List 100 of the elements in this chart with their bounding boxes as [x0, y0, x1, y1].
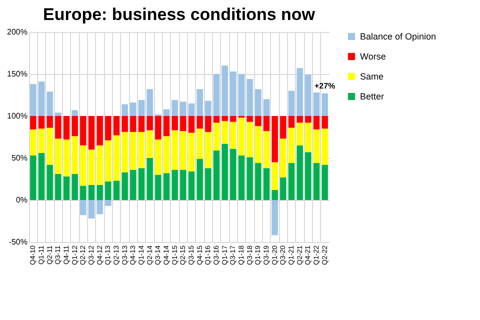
bar	[288, 90, 295, 116]
bar	[246, 122, 253, 158]
bar	[196, 116, 203, 129]
bar	[230, 116, 236, 122]
bar	[146, 89, 153, 116]
bar	[188, 103, 195, 116]
bar	[55, 138, 62, 174]
bar	[172, 130, 178, 170]
bar	[30, 116, 36, 130]
bar	[172, 170, 178, 200]
bar	[138, 168, 145, 200]
bar	[222, 144, 228, 200]
bar	[122, 104, 128, 116]
bar	[230, 122, 236, 149]
bar	[305, 122, 312, 152]
bar	[255, 116, 262, 126]
bar	[305, 116, 312, 123]
bar	[272, 190, 278, 200]
bar	[180, 131, 186, 170]
bar	[122, 116, 128, 132]
bar	[88, 200, 95, 218]
bar	[196, 128, 203, 159]
legend-label: Balance of Opinion	[360, 32, 436, 42]
bar	[138, 116, 145, 132]
bar	[255, 163, 262, 200]
bar	[322, 116, 328, 129]
bar	[230, 148, 236, 200]
bar	[272, 116, 278, 162]
y-tick-label: 200%	[7, 28, 28, 36]
bar	[180, 102, 186, 116]
bar	[130, 116, 136, 132]
bar	[72, 174, 78, 200]
bar	[255, 89, 262, 116]
bar	[72, 110, 78, 116]
bar	[88, 116, 95, 150]
bar	[305, 74, 312, 116]
bar	[96, 200, 103, 214]
bar	[238, 118, 245, 156]
bar	[88, 150, 95, 185]
bar	[222, 66, 228, 116]
bar	[280, 116, 286, 139]
bar	[172, 116, 178, 130]
bar	[55, 116, 62, 139]
bar	[246, 79, 253, 116]
bar	[238, 155, 245, 200]
bar	[105, 200, 112, 206]
bar	[180, 116, 186, 132]
bar	[80, 186, 86, 200]
chart-title: Europe: business conditions now	[42, 5, 316, 24]
bar	[46, 128, 53, 165]
bar	[188, 132, 195, 172]
bar	[272, 200, 278, 236]
bar	[96, 145, 103, 185]
bar	[30, 84, 36, 116]
bar	[246, 157, 253, 200]
y-tick-label: 150%	[7, 70, 28, 78]
bar	[122, 132, 128, 172]
bar	[113, 116, 120, 136]
bar	[280, 138, 286, 178]
bar	[230, 71, 236, 116]
bar	[263, 131, 270, 168]
bar	[213, 116, 220, 123]
bar	[163, 136, 170, 174]
bar	[55, 112, 62, 116]
bar	[38, 152, 45, 200]
bar	[205, 168, 212, 200]
bar	[146, 130, 153, 158]
bar	[288, 163, 295, 200]
bar	[322, 93, 328, 116]
bar	[163, 173, 170, 200]
bar	[46, 164, 53, 200]
bar	[130, 132, 136, 170]
bar	[263, 116, 270, 132]
bar	[63, 140, 70, 176]
y-tick-label: 100%	[7, 112, 28, 120]
bar	[188, 116, 195, 133]
bar	[272, 162, 278, 190]
bar	[80, 116, 86, 146]
bar	[105, 116, 112, 140]
bar	[130, 102, 136, 116]
annotation: +27%	[314, 81, 336, 90]
bar	[313, 116, 320, 130]
bar	[196, 158, 203, 200]
bar	[122, 172, 128, 200]
bar	[63, 176, 70, 200]
bar	[263, 99, 270, 116]
bar	[155, 116, 162, 140]
bar	[155, 140, 162, 175]
bar	[305, 152, 312, 200]
bar	[38, 116, 45, 129]
bar	[63, 116, 70, 140]
bar	[55, 174, 62, 200]
bar	[138, 100, 145, 116]
bar	[246, 116, 253, 122]
bar	[313, 129, 320, 164]
bar	[288, 128, 295, 164]
bar	[80, 145, 86, 186]
bar	[113, 180, 120, 200]
bar	[196, 89, 203, 116]
bar	[313, 92, 320, 116]
